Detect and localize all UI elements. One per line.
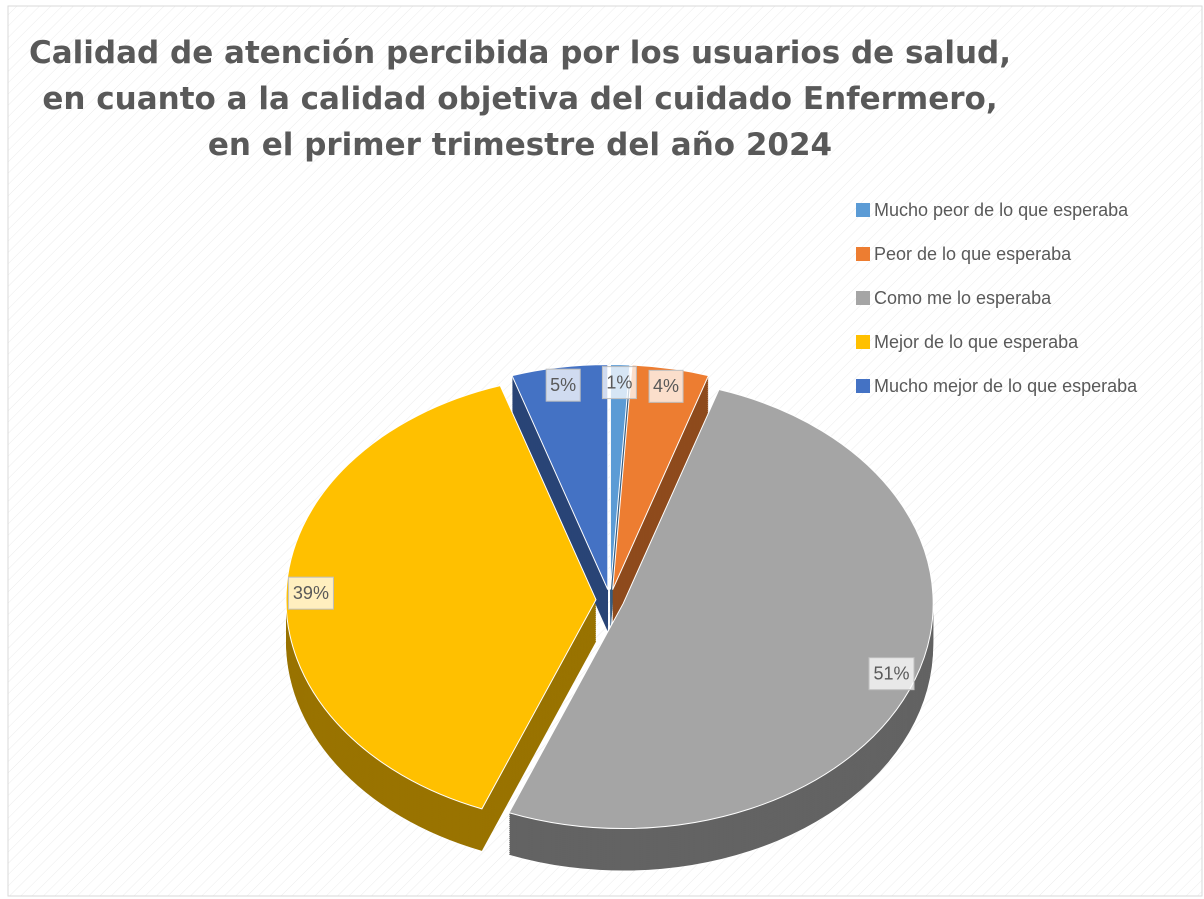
legend-swatch bbox=[856, 335, 870, 349]
data-label-text: 51% bbox=[873, 663, 909, 683]
data-label-text: 4% bbox=[653, 376, 679, 396]
legend-label: Mucho mejor de lo que esperaba bbox=[874, 376, 1138, 396]
data-label-box bbox=[868, 657, 915, 691]
data-label: 39% bbox=[287, 576, 334, 610]
slice bbox=[511, 364, 609, 590]
slice bbox=[285, 385, 597, 810]
data-label: 51% bbox=[868, 657, 915, 691]
legend-label: Mucho peor de lo que esperaba bbox=[874, 200, 1129, 220]
legend: Mucho peor de lo que esperaba Peor de lo … bbox=[856, 200, 1138, 396]
legend-label: Como me lo esperaba bbox=[874, 288, 1052, 308]
legend-label: Mejor de lo que esperaba bbox=[874, 332, 1079, 352]
slice bbox=[609, 364, 631, 590]
data-label-box bbox=[287, 576, 334, 610]
data-label-box bbox=[601, 366, 637, 400]
legend-swatch bbox=[856, 203, 870, 217]
pie: 1% 4% 51% 39% 5% bbox=[285, 364, 934, 871]
legend-swatch bbox=[856, 379, 870, 393]
slice bbox=[508, 388, 934, 830]
data-label-box bbox=[545, 368, 581, 402]
data-label-text: 1% bbox=[606, 372, 632, 392]
chart-title: Calidad de atención percibida por los us… bbox=[29, 35, 1011, 163]
data-label-text: 39% bbox=[293, 583, 329, 603]
data-label: 5% bbox=[545, 368, 581, 402]
legend-swatch bbox=[856, 247, 870, 261]
slice bbox=[612, 364, 710, 590]
data-label-box bbox=[648, 369, 684, 403]
data-label: 1% bbox=[601, 366, 637, 400]
data-label-text: 5% bbox=[550, 375, 576, 395]
legend-swatch bbox=[856, 291, 870, 305]
data-label: 4% bbox=[648, 369, 684, 403]
legend-label: Peor de lo que esperaba bbox=[874, 244, 1072, 264]
